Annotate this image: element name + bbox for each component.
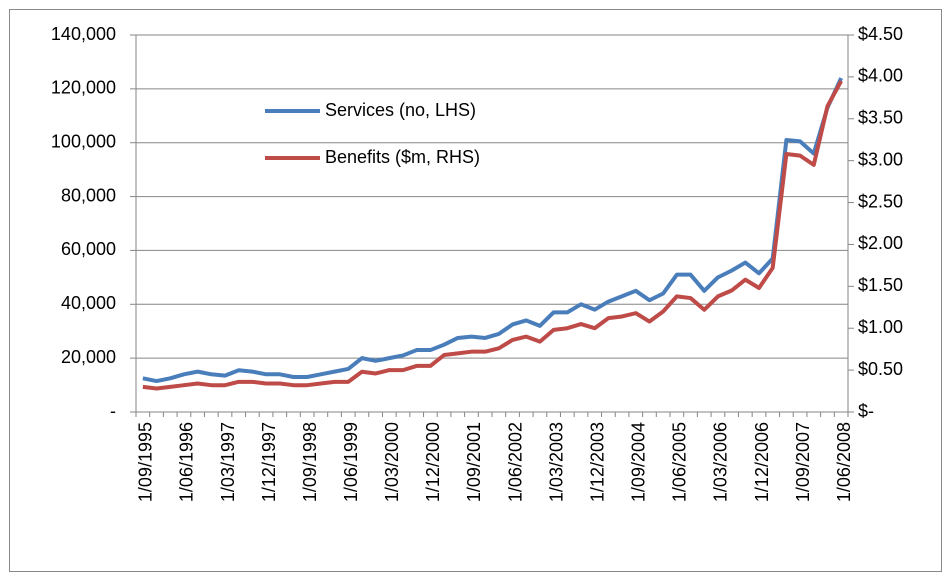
y2-tick-label: $3.00: [858, 149, 903, 169]
x-tick-label: 1/03/1997: [218, 422, 238, 502]
y2-tick-label: $4.50: [858, 24, 903, 44]
y2-tick-label: $3.50: [858, 108, 903, 128]
y-tick-label: 140,000: [51, 24, 116, 44]
x-tick-label: 1/12/1997: [259, 422, 279, 502]
y2-tick-label: $2.50: [858, 191, 903, 211]
x-tick-label: 1/06/1999: [341, 422, 361, 502]
y2-tick-label: $-: [858, 401, 874, 421]
y-tick-label: 40,000: [61, 293, 116, 313]
x-tick-label: 1/12/2000: [423, 422, 443, 502]
x-tick-label: 1/03/2003: [546, 422, 566, 502]
x-tick-label: 1/09/1998: [300, 422, 320, 502]
y2-tick-label: $1.50: [858, 275, 903, 295]
x-tick-label: 1/06/2002: [505, 422, 525, 502]
x-tick-label: 1/06/2008: [834, 422, 854, 502]
x-tick-label: 1/09/2004: [629, 422, 649, 502]
x-tick-label: 1/09/2001: [464, 422, 484, 502]
y-tick-label: 20,000: [61, 347, 116, 367]
x-tick-label: 1/06/1996: [177, 422, 197, 502]
y2-tick-label: $1.00: [858, 317, 903, 337]
x-tick-label: 1/03/2000: [382, 422, 402, 502]
y2-tick-label: $4.00: [858, 66, 903, 86]
legend-label: Benefits ($m, RHS): [325, 147, 480, 167]
legend-label: Services (no, LHS): [325, 100, 476, 120]
x-tick-label: 1/09/2007: [793, 422, 813, 502]
series-line: [142, 77, 843, 384]
y2-tick-label: $2.00: [858, 233, 903, 253]
y-tick-label: 100,000: [51, 131, 116, 151]
y-tick-label: -: [110, 401, 116, 421]
y2-tick-label: $0.50: [858, 359, 903, 379]
x-tick-label: 1/06/2005: [670, 422, 690, 502]
x-tick-label: 1/03/2006: [711, 422, 731, 502]
x-tick-label: 1/12/2006: [752, 422, 772, 502]
x-tick-label: 1/12/2003: [587, 422, 607, 502]
series-line: [142, 80, 843, 391]
x-tick-label: 1/09/1995: [136, 422, 156, 502]
y-tick-label: 60,000: [61, 239, 116, 259]
chart-border: [9, 9, 942, 572]
y-tick-label: 120,000: [51, 78, 116, 98]
y-tick-label: 80,000: [61, 185, 116, 205]
